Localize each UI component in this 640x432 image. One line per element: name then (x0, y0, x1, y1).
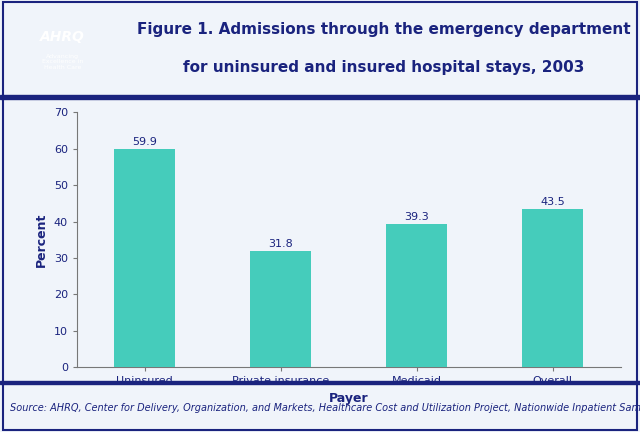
Text: 39.3: 39.3 (404, 212, 429, 222)
Text: Source: AHRQ, Center for Delivery, Organization, and Markets, Healthcare Cost an: Source: AHRQ, Center for Delivery, Organ… (10, 403, 640, 413)
Text: Figure 1. Admissions through the emergency department: Figure 1. Admissions through the emergen… (137, 22, 631, 37)
Bar (386, 224, 447, 367)
Bar (250, 251, 312, 367)
Bar (0, 95, 640, 99)
Bar (522, 209, 584, 367)
Bar (0, 381, 640, 384)
Text: 43.5: 43.5 (540, 197, 565, 206)
Text: for uninsured and insured hospital stays, 2003: for uninsured and insured hospital stays… (183, 60, 585, 75)
X-axis label: Payer: Payer (329, 392, 369, 405)
Text: 59.9: 59.9 (132, 137, 157, 147)
Text: 31.8: 31.8 (268, 239, 293, 249)
Y-axis label: Percent: Percent (35, 213, 48, 267)
Text: AHRQ: AHRQ (40, 30, 84, 44)
Text: Advancing
Excellence in
Health Care: Advancing Excellence in Health Care (42, 54, 83, 70)
Bar (114, 149, 175, 367)
